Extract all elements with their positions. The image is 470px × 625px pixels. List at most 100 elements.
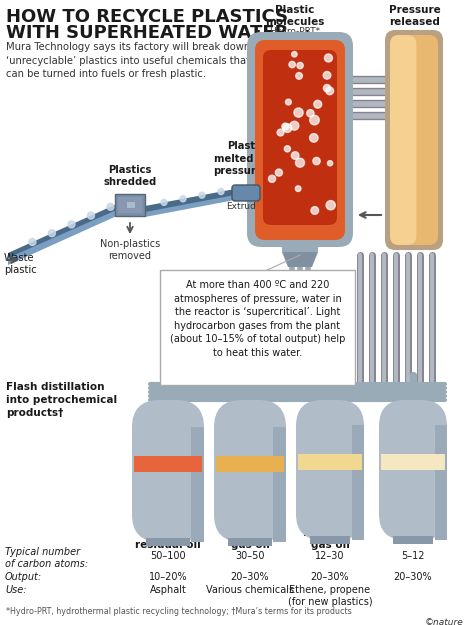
- Bar: [381, 454, 445, 470]
- Circle shape: [68, 221, 75, 228]
- Text: 50–100: 50–100: [150, 551, 186, 561]
- Text: Plastic
molecules
broken down: Plastic molecules broken down: [257, 5, 333, 40]
- Circle shape: [323, 71, 331, 79]
- Text: 20–30%: 20–30%: [311, 572, 349, 582]
- FancyBboxPatch shape: [214, 400, 286, 542]
- Circle shape: [307, 109, 314, 117]
- Bar: [298, 454, 362, 470]
- Text: 20–30%: 20–30%: [394, 572, 432, 582]
- FancyBboxPatch shape: [385, 30, 443, 250]
- FancyBboxPatch shape: [232, 185, 260, 201]
- Circle shape: [289, 61, 295, 68]
- Polygon shape: [8, 200, 130, 265]
- Circle shape: [310, 134, 318, 142]
- Text: Plastic
melted and
pressurised: Plastic melted and pressurised: [213, 141, 279, 176]
- Circle shape: [294, 108, 303, 117]
- Circle shape: [180, 196, 186, 202]
- Circle shape: [268, 175, 275, 182]
- Circle shape: [87, 212, 94, 219]
- Circle shape: [277, 129, 284, 136]
- Text: Plastics
shredded: Plastics shredded: [103, 164, 157, 187]
- Bar: [134, 456, 202, 472]
- Circle shape: [323, 84, 331, 92]
- Circle shape: [295, 186, 301, 191]
- Circle shape: [324, 54, 332, 62]
- FancyBboxPatch shape: [390, 35, 416, 245]
- Circle shape: [292, 51, 297, 57]
- Text: Typical number
of carbon atoms:: Typical number of carbon atoms:: [5, 547, 88, 569]
- Circle shape: [314, 100, 321, 108]
- Circle shape: [311, 207, 319, 214]
- Text: Flash distillation
into petrochemical
products†: Flash distillation into petrochemical pr…: [6, 382, 117, 418]
- Text: Mura Technology says its factory will break down
‘unrecyclable’ plastics into us: Mura Technology says its factory will br…: [6, 42, 250, 79]
- Text: At more than 400 ºC and 220
atmospheres of pressure, water in
the reactor is ‘su: At more than 400 ºC and 220 atmospheres …: [170, 280, 345, 358]
- Text: Distillate
gas oil: Distillate gas oil: [303, 528, 357, 551]
- Text: HOW TO RECYCLE PLASTICS: HOW TO RECYCLE PLASTICS: [6, 8, 288, 26]
- Bar: [127, 202, 135, 208]
- Text: Heavy
gas oil: Heavy gas oil: [231, 528, 269, 551]
- Bar: [146, 538, 189, 546]
- Text: Output:: Output:: [5, 572, 42, 582]
- Text: Heavy
residual oil: Heavy residual oil: [135, 528, 201, 551]
- Text: *Hydro-PRT, hydrothermal plastic recycling technology; †Mura’s terms for its pro: *Hydro-PRT, hydrothermal plastic recycli…: [6, 607, 352, 616]
- Circle shape: [291, 152, 299, 159]
- Circle shape: [29, 239, 36, 246]
- Bar: [392, 536, 433, 544]
- Bar: [228, 538, 272, 546]
- Text: 5–12: 5–12: [401, 551, 425, 561]
- Text: Pressure
released: Pressure released: [389, 5, 441, 28]
- Text: Hydro-PRT*: Hydro-PRT*: [269, 27, 321, 36]
- FancyBboxPatch shape: [263, 50, 337, 225]
- Text: Various chemicals: Various chemicals: [206, 585, 294, 595]
- Circle shape: [199, 192, 205, 198]
- Circle shape: [107, 203, 114, 210]
- Circle shape: [296, 158, 305, 167]
- Circle shape: [326, 87, 334, 95]
- Bar: [352, 425, 364, 540]
- Bar: [191, 427, 204, 542]
- Circle shape: [328, 161, 333, 166]
- Circle shape: [290, 121, 299, 130]
- Polygon shape: [8, 198, 130, 258]
- FancyBboxPatch shape: [255, 40, 345, 240]
- Circle shape: [296, 72, 302, 79]
- Text: Use:: Use:: [5, 585, 26, 595]
- FancyBboxPatch shape: [247, 32, 353, 247]
- Text: Ethene, propene
(for new plastics): Ethene, propene (for new plastics): [288, 585, 372, 608]
- Circle shape: [326, 201, 335, 210]
- Circle shape: [282, 123, 289, 130]
- Circle shape: [283, 124, 292, 132]
- Bar: [310, 536, 351, 544]
- Polygon shape: [282, 252, 318, 267]
- Text: 10–20%: 10–20%: [149, 572, 188, 582]
- Circle shape: [284, 146, 290, 152]
- Bar: [118, 197, 142, 213]
- Text: Non-plastics
removed: Non-plastics removed: [100, 239, 160, 261]
- FancyBboxPatch shape: [296, 400, 364, 540]
- Bar: [282, 240, 318, 252]
- Circle shape: [275, 169, 282, 176]
- Circle shape: [310, 116, 319, 125]
- Text: Waste
plastic: Waste plastic: [4, 253, 37, 276]
- Circle shape: [297, 62, 303, 69]
- Polygon shape: [145, 190, 240, 217]
- Text: Naphtha: Naphtha: [388, 528, 438, 538]
- Bar: [115, 194, 145, 216]
- Polygon shape: [145, 188, 240, 212]
- FancyBboxPatch shape: [390, 35, 438, 245]
- Bar: [273, 427, 286, 542]
- FancyBboxPatch shape: [132, 400, 204, 542]
- Text: WITH SUPERHEATED WATER: WITH SUPERHEATED WATER: [6, 24, 289, 42]
- Bar: [160, 270, 355, 385]
- Text: Extruder: Extruder: [227, 202, 266, 211]
- Circle shape: [218, 189, 224, 194]
- Text: 30–50: 30–50: [235, 551, 265, 561]
- Text: ©nature: ©nature: [425, 618, 464, 625]
- Circle shape: [285, 99, 291, 105]
- Circle shape: [313, 158, 320, 165]
- FancyBboxPatch shape: [379, 400, 447, 540]
- Bar: [435, 425, 447, 540]
- Circle shape: [48, 230, 55, 237]
- Text: 12–30: 12–30: [315, 551, 345, 561]
- Circle shape: [161, 199, 167, 206]
